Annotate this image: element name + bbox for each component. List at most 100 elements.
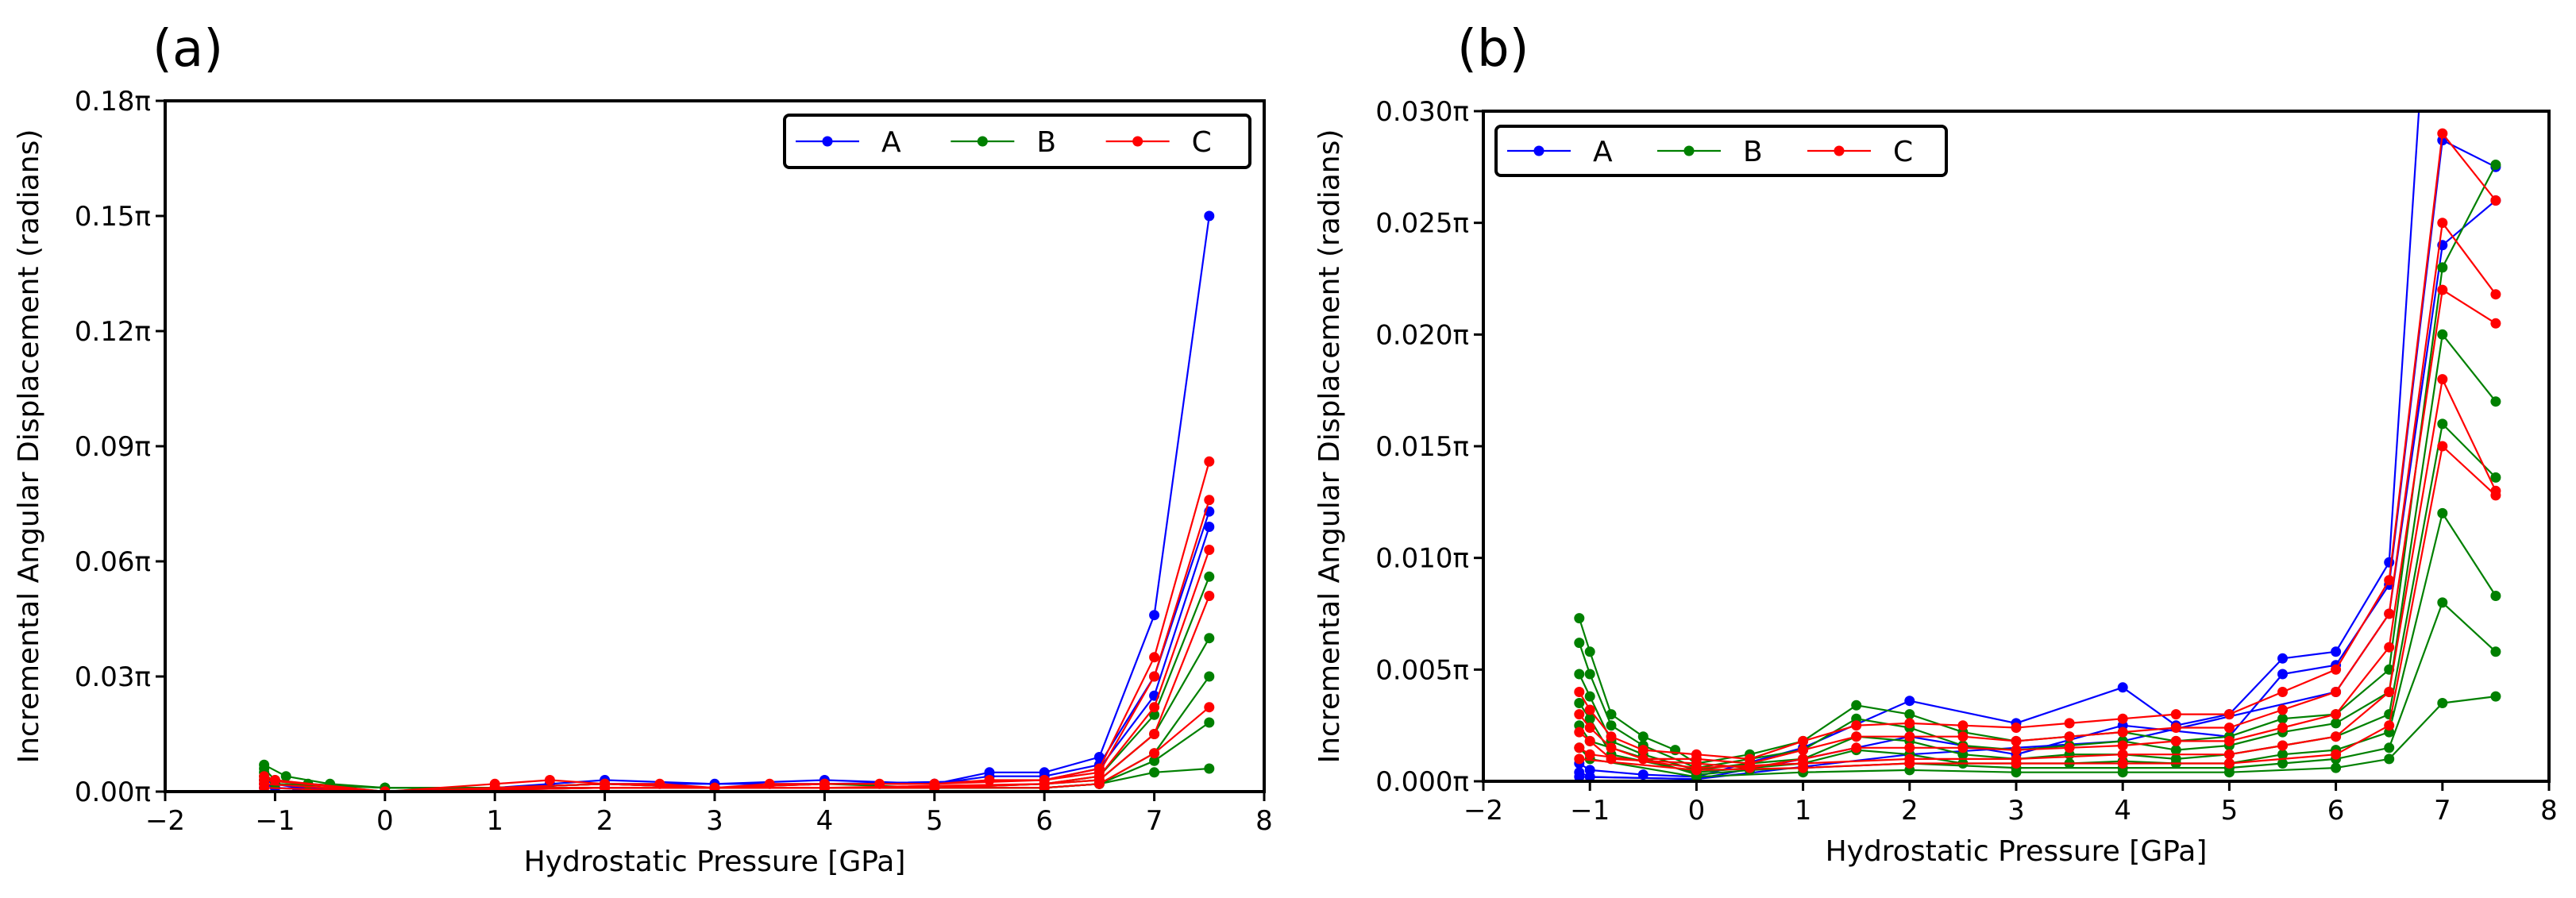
series-C-point — [2223, 735, 2235, 746]
y-tick-label: 0.015π — [1375, 431, 1469, 463]
series-B-point — [1204, 571, 1215, 582]
y-tick-label: 0.09π — [75, 431, 151, 463]
series-C-point — [1039, 782, 1050, 792]
y-tick-label: 0.020π — [1375, 319, 1469, 351]
series-B-line-3 — [264, 576, 1210, 789]
legend-box — [783, 114, 1251, 169]
series-B-point — [2437, 418, 2448, 430]
series-C-point — [1957, 731, 1969, 742]
series-B-point — [2277, 713, 2288, 724]
series-C-point — [2223, 723, 2235, 733]
series-B-line-4 — [1578, 333, 2497, 769]
series-C-point — [1204, 702, 1215, 713]
y-axis-label: Incremental Angular Displacement (radian… — [13, 129, 45, 764]
series-C-point — [1798, 762, 1809, 773]
series-C-point — [1149, 671, 1160, 682]
legend-label-B: B — [1743, 136, 1763, 168]
series-A-line-2 — [1579, 199, 2497, 780]
series-C-point — [2064, 731, 2075, 742]
series-B-point — [2437, 597, 2448, 608]
series-B-point — [1204, 717, 1215, 728]
series-B-point — [2490, 591, 2501, 601]
series-A-point — [2117, 682, 2128, 693]
series-B-point — [2490, 472, 2501, 483]
series-C-point — [2331, 709, 2342, 720]
series-A-line-0 — [1579, 111, 2420, 778]
series-C-point — [2437, 374, 2448, 385]
series-A-point — [2277, 653, 2288, 664]
x-tick-label: 7 — [2434, 795, 2451, 827]
series-C-point — [544, 775, 555, 785]
series-C-point — [1851, 720, 1862, 731]
series-C-point — [2011, 758, 2022, 769]
series-B-line-6 — [263, 722, 1210, 789]
series-C-line-12 — [264, 706, 1210, 792]
legend-box — [1494, 125, 1948, 177]
series-C-point — [2223, 758, 2235, 769]
x-tick-label: 3 — [2007, 795, 2025, 827]
series-C-point — [1149, 748, 1160, 759]
series-C-line-9 — [1578, 133, 2497, 761]
series-B-point — [1904, 709, 1915, 720]
series-A-point — [1904, 696, 1915, 707]
legend-marker-A — [822, 136, 833, 147]
series-B-point — [1149, 767, 1160, 778]
panel-label: (b) — [1457, 20, 1529, 79]
series-A-line-0 — [264, 215, 1210, 792]
series-C-point — [1574, 753, 1585, 765]
y-tick-label: 0.030π — [1375, 96, 1469, 128]
series-B-point — [2437, 262, 2448, 273]
series-C-point — [1745, 762, 1755, 773]
series-C-point — [2437, 128, 2448, 139]
x-tick-label: 6 — [1035, 805, 1053, 837]
series-A-point — [1204, 522, 1215, 532]
series-C-line-11 — [264, 595, 1210, 792]
series-B-point — [1584, 646, 1595, 657]
series-C-point — [1904, 731, 1915, 742]
series-C-point — [1149, 652, 1160, 663]
legend-marker-C — [1834, 145, 1845, 156]
y-tick-label: 0.03π — [75, 661, 151, 693]
legend-label-C: C — [1893, 136, 1913, 168]
legend-label-A: A — [1593, 136, 1613, 168]
series-C-point — [1957, 742, 1969, 753]
series-B-point — [2011, 767, 2022, 778]
x-tick-label: 1 — [1795, 795, 1812, 827]
series-C-line-13 — [1579, 445, 2497, 772]
series-B-point — [2384, 742, 2395, 753]
series-C-point — [1204, 545, 1215, 555]
series-B-line-8 — [1579, 696, 2497, 778]
series-C-point — [2277, 740, 2288, 751]
series-C-point — [1574, 742, 1585, 753]
series-C-point — [1851, 731, 1862, 742]
series-B-point — [2490, 646, 2501, 657]
panel-label: (a) — [152, 20, 223, 79]
series-B-point — [2437, 507, 2448, 518]
panel-a: −2 −1 0 1 2 3 4 5 6 7 8 0.00π 0.03π 0.06π 0.09π 0.12π 0.… — [13, 20, 1273, 878]
series-B-point — [2277, 758, 2288, 769]
plot-area — [259, 210, 1215, 792]
series-B-point — [1637, 731, 1649, 742]
series-B-point — [1204, 633, 1215, 644]
series-C-point — [2490, 490, 2501, 501]
series-C-point — [1798, 735, 1809, 746]
x-tick-label: −2 — [1463, 795, 1503, 827]
x-tick-label: 7 — [1146, 805, 1163, 837]
y-tick-label: 0.12π — [75, 316, 151, 348]
y-tick-label: 0.00π — [75, 777, 151, 808]
series-C-point — [2277, 704, 2288, 715]
series-B-point — [2384, 753, 2395, 765]
x-tick-label: 3 — [706, 805, 723, 837]
series-B-point — [1584, 669, 1595, 680]
series-C-point — [1691, 765, 1702, 776]
series-C-line-8 — [264, 461, 1210, 792]
series-A-line-1 — [1579, 139, 2497, 780]
series-C-point — [2384, 608, 2395, 619]
series-B-point — [1606, 720, 1617, 731]
y-tick-label: 0.010π — [1375, 543, 1469, 575]
series-C-point — [1584, 735, 1595, 746]
series-C-point — [1798, 745, 1809, 756]
series-C-point — [1204, 456, 1215, 467]
series-C-point — [2277, 723, 2288, 733]
series-A-line-1 — [264, 511, 1210, 792]
